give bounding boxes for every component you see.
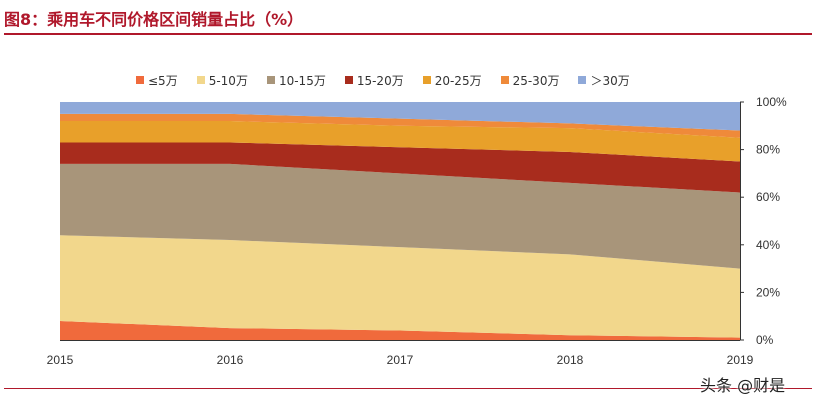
area-series: [60, 102, 740, 131]
legend-item: 5-10万: [196, 72, 248, 89]
legend-item: ＞30万: [578, 72, 630, 89]
legend-label: 10-15万: [278, 73, 326, 88]
legend-label: 5-10万: [208, 73, 248, 88]
y-tick-label: 80%: [756, 143, 780, 157]
y-tick-label: 100%: [756, 95, 787, 109]
y-tick-label: 20%: [756, 285, 780, 299]
legend-label: 25-30万: [512, 73, 560, 88]
legend-item: 10-15万: [266, 72, 326, 89]
x-tick-label: 2019: [727, 353, 754, 367]
area-series: [60, 113, 740, 138]
y-tick-label: 0%: [756, 333, 774, 347]
legend-swatch: [422, 76, 431, 84]
legend-label: 15-20万: [356, 73, 404, 88]
x-tick-label: 2018: [557, 353, 584, 367]
area-series: [60, 235, 740, 338]
y-tick-label: 40%: [756, 238, 780, 252]
area-series: [60, 142, 740, 193]
legend-item: 15-20万: [344, 72, 404, 89]
chart-legend: ≤5万 5-10万 10-15万 15-20万 20-25万 25-30万 ＞30万: [136, 72, 649, 88]
x-tick-label: 2016: [217, 353, 244, 367]
y-tick-label: 60%: [756, 190, 780, 204]
legend-label: 20-25万: [434, 73, 482, 88]
watermark-text: 头条 @财是: [700, 376, 786, 395]
bottom-divider: [4, 388, 812, 389]
legend-item: 20-25万: [422, 72, 482, 89]
legend-swatch: [266, 76, 275, 84]
x-tick-label: 2015: [47, 353, 74, 367]
legend-swatch: [136, 76, 144, 84]
chart-title: 图8：乘用车不同价格区间销量占比（%）: [4, 10, 304, 29]
legend-swatch: [196, 76, 205, 84]
legend-swatch: [344, 76, 353, 84]
area-series: [60, 121, 740, 162]
title-divider: [4, 33, 812, 35]
legend-swatch: [578, 76, 587, 84]
legend-label: ＞30万: [590, 73, 630, 88]
area-series: [60, 163, 740, 269]
legend-item: ≤5万: [136, 72, 178, 89]
x-tick-label: 2017: [387, 353, 414, 367]
legend-item: 25-30万: [500, 72, 560, 89]
legend-label: ≤5万: [148, 73, 178, 88]
legend-swatch: [500, 76, 509, 84]
